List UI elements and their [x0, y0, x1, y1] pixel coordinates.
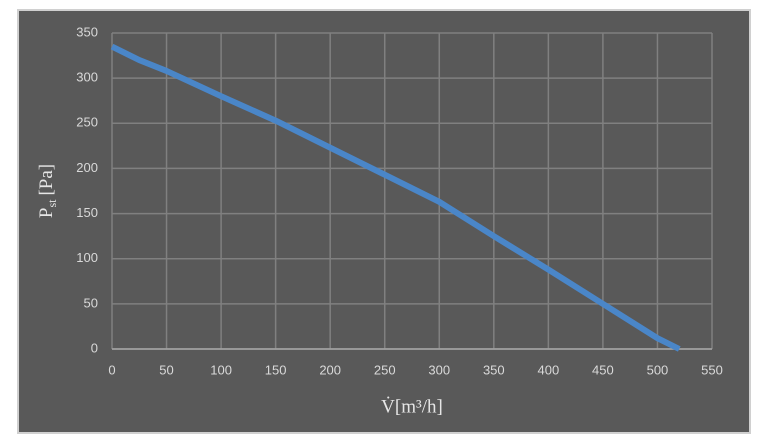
y-tick-label: 200 — [76, 160, 98, 175]
y-tick-label: 0 — [91, 340, 98, 355]
x-axis-label: V̇[m³/h] — [381, 395, 443, 418]
y-label-main: P — [36, 208, 57, 219]
x-tick-label: 350 — [483, 362, 505, 377]
y-label-sub: st — [45, 199, 59, 208]
y-axis-label: Pst [Pa] — [36, 164, 58, 218]
y-tick-label: 150 — [76, 205, 98, 220]
x-tick-label: 250 — [374, 362, 396, 377]
y-tick-label: 100 — [76, 250, 98, 265]
x-tick-label: 100 — [210, 362, 232, 377]
y-tick-label: 50 — [84, 295, 98, 310]
x-tick-label: 400 — [538, 362, 560, 377]
x-tick-label: 0 — [108, 362, 115, 377]
x-tick-label: 500 — [647, 362, 669, 377]
y-tick-label: 250 — [76, 115, 98, 130]
y-tick-label: 300 — [76, 70, 98, 85]
x-tick-label: 50 — [159, 362, 173, 377]
data-line — [110, 43, 681, 352]
x-tick-label: 450 — [592, 362, 614, 377]
y-label-unit: [Pa] — [36, 164, 57, 196]
x-tick-label: 200 — [319, 362, 341, 377]
x-tick-label: 300 — [428, 362, 450, 377]
y-tick-label: 350 — [76, 24, 98, 39]
x-tick-label: 550 — [701, 362, 723, 377]
x-tick-label: 150 — [265, 362, 287, 377]
